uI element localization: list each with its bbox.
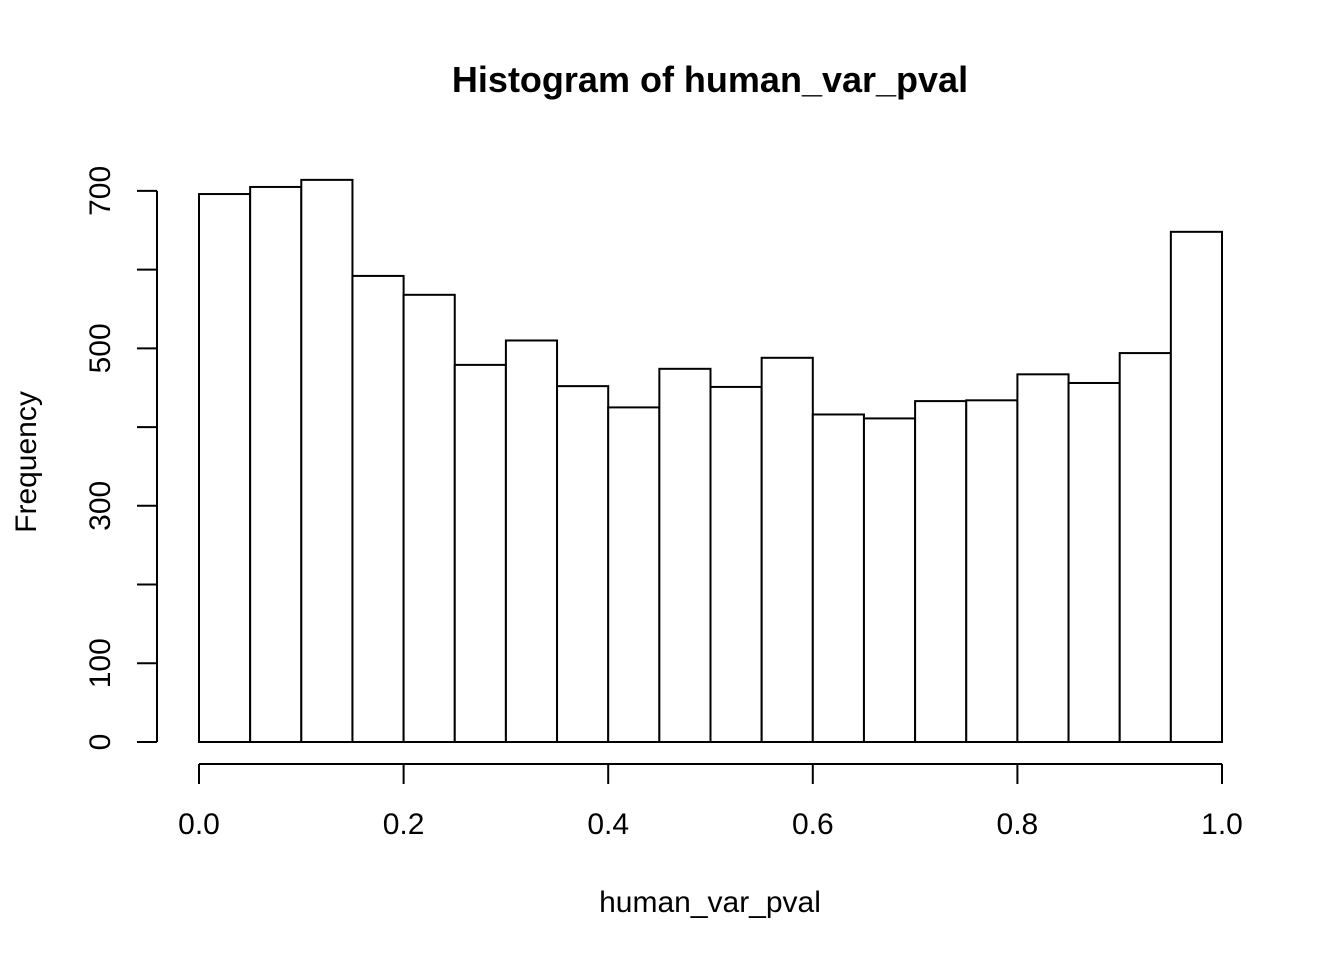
x-tick-label: 0.4 <box>587 808 629 841</box>
histogram-bars <box>198 178 1223 744</box>
histogram-bar <box>300 178 354 743</box>
histogram-bar <box>965 399 1019 743</box>
y-tick-label: 500 <box>84 323 117 373</box>
y-tick-label: 700 <box>84 166 117 216</box>
histogram-bar <box>402 293 456 743</box>
x-axis: 0.0 0.2 0.4 0.6 0.8 1.0 <box>178 763 1243 841</box>
histogram-bar <box>1118 352 1172 743</box>
histogram-bar <box>249 185 303 744</box>
chart-title: Histogram of human_var_pval <box>452 59 968 100</box>
histogram-bar <box>1169 230 1223 744</box>
y-tick-label: 300 <box>84 481 117 531</box>
y-axis-label: Frequency <box>10 391 43 533</box>
histogram-bar <box>198 193 252 744</box>
histogram-bar <box>914 400 968 743</box>
histogram-bar <box>658 367 712 743</box>
x-tick-label: 0.6 <box>792 808 834 841</box>
x-tick-label: 0.0 <box>178 808 220 841</box>
x-tick-label: 1.0 <box>1201 808 1243 841</box>
histogram-bar <box>1016 373 1070 743</box>
histogram-bar <box>607 406 661 743</box>
histogram-bar <box>862 417 917 743</box>
histogram-bar <box>504 339 559 743</box>
histogram-bar <box>351 274 405 743</box>
y-tick-label: 100 <box>84 638 117 688</box>
histogram-bar <box>453 363 507 743</box>
histogram-bar <box>760 356 814 743</box>
x-tick-label: 0.2 <box>383 808 425 841</box>
x-tick-label: 0.8 <box>997 808 1039 841</box>
histogram-bar <box>811 413 865 743</box>
histogram-bar <box>556 385 610 743</box>
y-axis: 0 100 300 500 700 <box>84 166 158 751</box>
x-axis-label: human_var_pval <box>599 886 821 919</box>
histogram-bar <box>709 385 763 743</box>
histogram-bar <box>1067 381 1121 743</box>
y-tick-label: 0 <box>84 734 117 751</box>
